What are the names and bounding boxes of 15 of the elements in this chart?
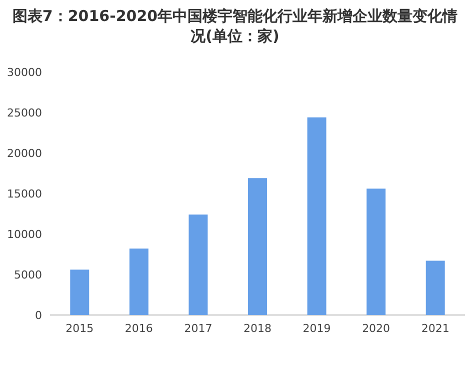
title: 图表7：2016-2020年中国楼宇智能化行业年新增企业数量变化情况(单位：家) (11, 6, 459, 46)
y-tick-label: 10000 (7, 228, 42, 241)
x-tick-label: 2017 (184, 322, 212, 335)
x-tick-label: 2020 (362, 322, 390, 335)
y-tick-label: 25000 (7, 106, 42, 120)
y-tick-label: 5000 (14, 268, 42, 282)
x-tick-label: 2015 (66, 322, 94, 335)
x-tick-label: 2016 (124, 322, 153, 335)
x-tick-label: 2018 (244, 322, 272, 335)
y-tick-label: 0 (35, 309, 42, 322)
x-tick-label: 2019 (302, 322, 331, 335)
y-tick-label: 30000 (7, 66, 42, 79)
x-tick-label: 2021 (421, 322, 450, 335)
y-tick-label: 15000 (7, 188, 42, 200)
y-tick-label: 20000 (7, 147, 42, 160)
